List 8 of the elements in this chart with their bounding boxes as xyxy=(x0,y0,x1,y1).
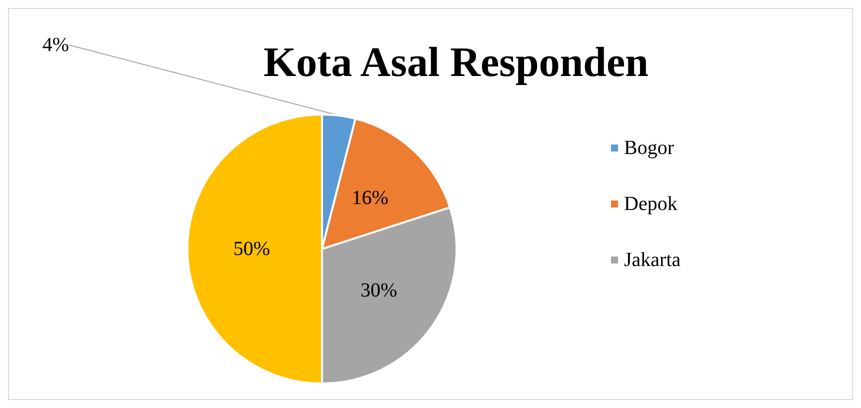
legend-label: Jakarta xyxy=(624,249,681,271)
data-label: 50% xyxy=(233,238,270,260)
data-label: 16% xyxy=(352,186,388,209)
legend-label: Depok xyxy=(624,193,678,215)
data-label: 4% xyxy=(42,34,69,56)
chart-title: Kota Asal Responden xyxy=(263,40,649,86)
data-label: 30% xyxy=(360,279,398,302)
legend-label: Bogor xyxy=(624,137,674,159)
